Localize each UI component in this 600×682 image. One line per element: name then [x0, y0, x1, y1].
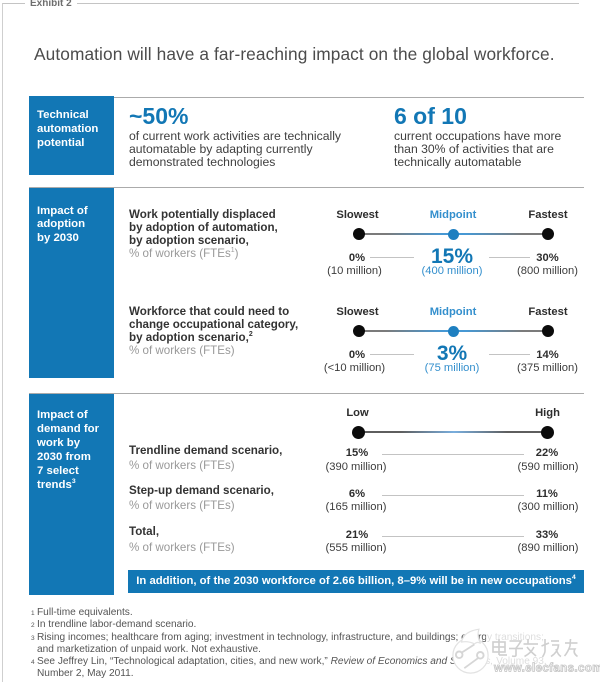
svg-text:www.elecfans.com: www.elecfans.com [493, 663, 600, 675]
